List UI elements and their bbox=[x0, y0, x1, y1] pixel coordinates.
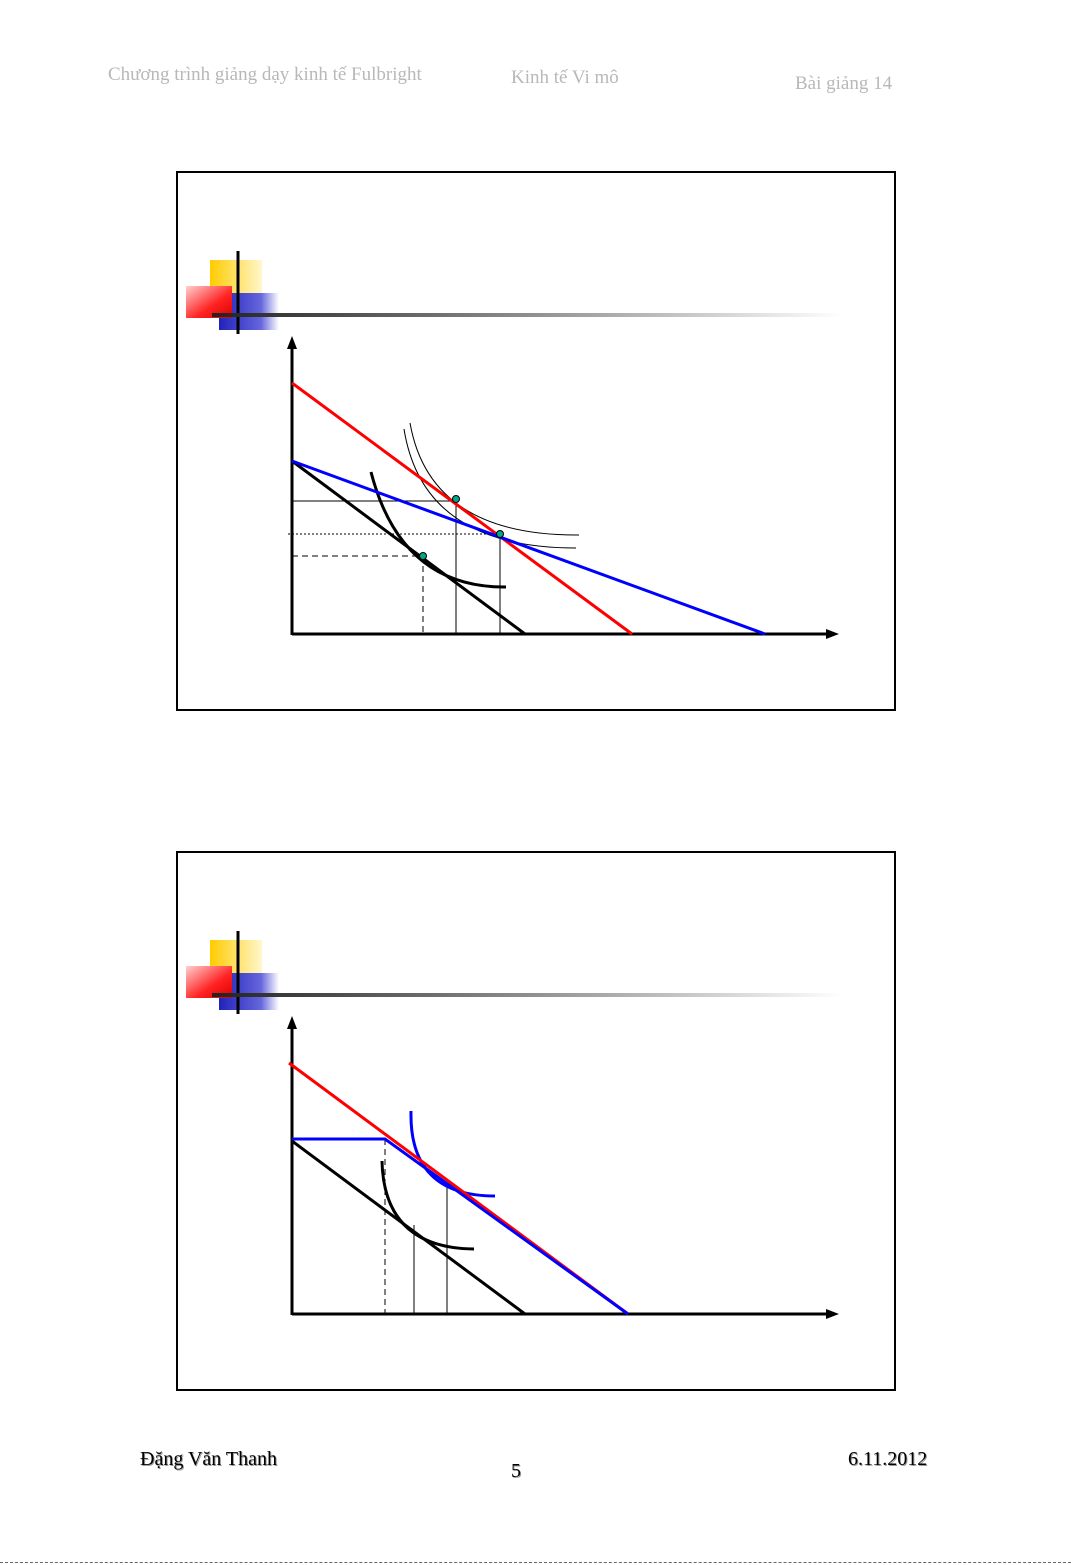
title-rule bbox=[212, 313, 842, 317]
budget-line-blue-kinked bbox=[292, 1137, 629, 1316]
indifference-curve-low bbox=[380, 1160, 475, 1251]
slide-1-diagram bbox=[186, 251, 842, 639]
title-rule bbox=[212, 993, 842, 997]
footer-date: 6.11.2012 bbox=[848, 1448, 928, 1470]
budget-line-red bbox=[291, 381, 633, 636]
slide-2 bbox=[176, 851, 896, 1391]
equilibrium-point bbox=[452, 495, 460, 503]
axes bbox=[287, 1016, 839, 1319]
indifference-curve-blue bbox=[409, 1110, 496, 1198]
indifference-curve-high bbox=[409, 422, 580, 536]
header-program: Chương trình giảng dạy kinh tế Fulbright bbox=[108, 64, 422, 85]
slide-2-diagram bbox=[186, 931, 842, 1319]
budget-line-original bbox=[291, 459, 526, 636]
header-course: Kinh tế Vi mô bbox=[511, 67, 619, 88]
budget-line-original bbox=[291, 1139, 526, 1316]
equilibrium-point bbox=[496, 530, 504, 538]
slide-bullet-icon bbox=[186, 931, 279, 1014]
axes bbox=[287, 336, 839, 639]
footer-author: Đặng Văn Thanh bbox=[140, 1448, 278, 1470]
equilibrium-point bbox=[419, 552, 427, 560]
slide-1 bbox=[176, 171, 896, 711]
page-bottom-rule bbox=[0, 1562, 1071, 1563]
header-lecture: Bài giảng 14 bbox=[795, 73, 893, 94]
indifference-curve-high bbox=[403, 428, 577, 549]
slide-bullet-icon bbox=[186, 251, 279, 334]
page-number: 5 bbox=[511, 1460, 521, 1482]
indifference-curve-low bbox=[369, 471, 507, 589]
budget-line-blue bbox=[291, 459, 766, 636]
